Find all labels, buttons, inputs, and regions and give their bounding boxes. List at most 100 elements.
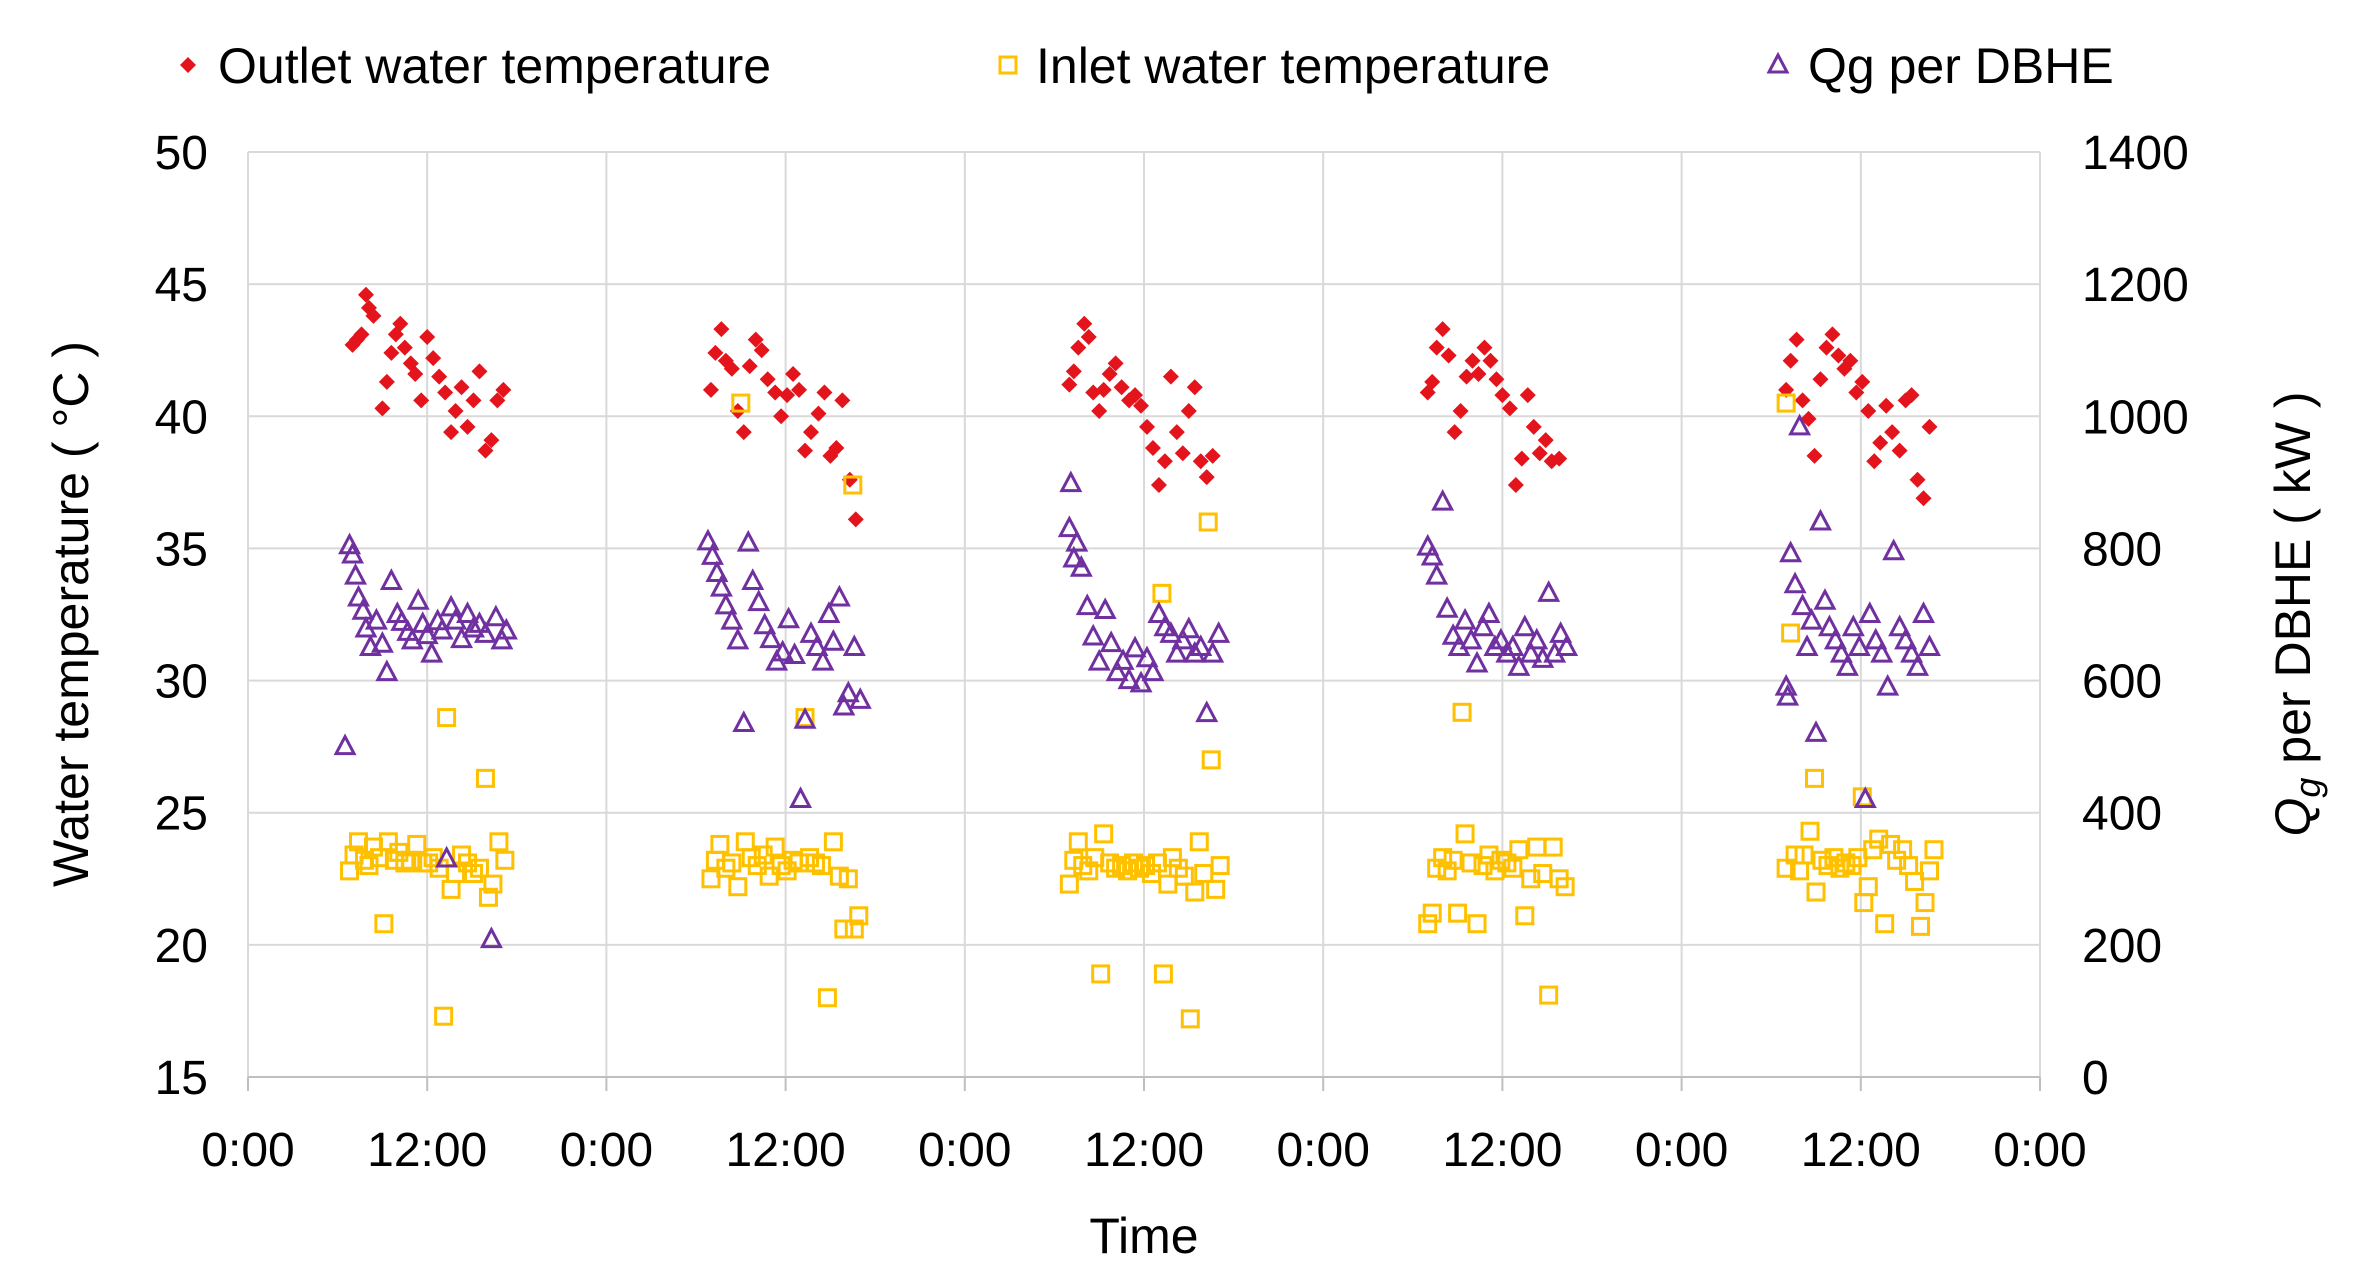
data-point [1791,593,1815,616]
data-point [1891,442,1908,459]
data-point [771,856,791,876]
data-point [1065,363,1082,380]
data-point [1081,623,1105,646]
data-point [1513,614,1537,637]
legend-label: Outlet water temperature [218,38,771,94]
data-point [1830,858,1850,878]
data-point [1812,371,1829,388]
data-point [723,360,740,377]
data-point [1804,720,1828,742]
data-point [1501,634,1525,657]
data-point [1555,877,1575,897]
data-point [1795,634,1819,657]
data-point [736,529,760,552]
data-point [1144,440,1161,456]
data-point [1189,832,1209,852]
data-point [1824,326,1841,343]
data-point [495,381,512,398]
y-right-tick-label: 200 [2082,920,2162,973]
data-point [1105,659,1129,682]
data-point [478,887,498,907]
data-point [843,475,863,495]
data-point [1483,634,1507,657]
data-point [1830,347,1847,364]
data-point [473,621,497,643]
data-point [1479,845,1499,865]
y-left-tick-label: 45 [155,259,208,312]
data-point [1094,824,1114,844]
data-point [1106,858,1126,878]
data-point [1881,834,1901,854]
data-point [1858,601,1882,623]
data-point [1465,650,1489,673]
y-left-tick-label: 40 [155,391,208,444]
data-point [1555,634,1579,657]
data-point [1471,614,1495,637]
data-point [1458,368,1475,385]
data-point [431,368,448,385]
data-point [1537,580,1561,602]
data-point [1425,562,1449,585]
data-point [1836,853,1856,873]
data-point [1422,903,1442,923]
data-point [1059,470,1083,493]
data-point [1537,432,1554,449]
data-point [1174,866,1194,886]
data-point [353,326,370,343]
data-point [1091,964,1111,984]
data-point [707,344,724,361]
data-point [1133,397,1150,414]
data-point [1075,593,1099,616]
data-point [747,589,771,612]
data-point [827,584,851,607]
data-point [1117,667,1141,690]
data-point [1876,673,1900,696]
data-point [1201,640,1225,663]
x-tick-label: 0:00 [560,1124,653,1177]
data-point [439,594,463,617]
data-point [1065,529,1089,552]
data-point [1198,469,1215,486]
x-tick-label: 12:00 [1084,1124,1204,1177]
data-point [1519,387,1536,404]
data-point [1210,856,1230,876]
data-point [1835,654,1859,676]
data-point [1099,630,1123,653]
x-tick-label: 12:00 [1442,1124,1562,1177]
data-point [799,621,823,643]
data-point [1135,645,1159,668]
data-point [364,607,388,630]
data-point [1070,339,1087,356]
data-point [1076,315,1093,332]
data-point [1854,893,1874,913]
data-point [1091,403,1108,419]
data-point [1812,850,1832,870]
data-point [1829,640,1853,663]
data-point [696,528,720,551]
axes: 15 20 25 30 35 40 45 50 0 200 400 600 800 1000 1200 140… [155,127,2189,1177]
data-point [709,574,733,597]
y-right-tick-label: 1200 [2082,259,2189,312]
data-point [705,560,729,583]
data-point [1860,403,1877,419]
data-point [1435,596,1459,618]
data-point [700,543,724,565]
x-tick-label: 12:00 [726,1124,846,1177]
data-point [1452,702,1472,722]
data-point [341,541,365,564]
data-point [1080,329,1097,345]
data-point [1919,861,1939,881]
data-point [1130,858,1150,878]
data-point [406,588,430,610]
y-left-tick-label: 30 [155,656,208,709]
data-points [333,286,1944,1029]
legend-marker [180,57,196,73]
data-point [1853,786,1877,808]
x-tick-label: 0:00 [918,1124,1011,1177]
data-point [1461,853,1481,873]
data-point [437,384,454,401]
data-point [1124,853,1144,873]
grid [247,151,2041,1078]
data-point [1087,648,1111,671]
data-point [471,363,488,380]
